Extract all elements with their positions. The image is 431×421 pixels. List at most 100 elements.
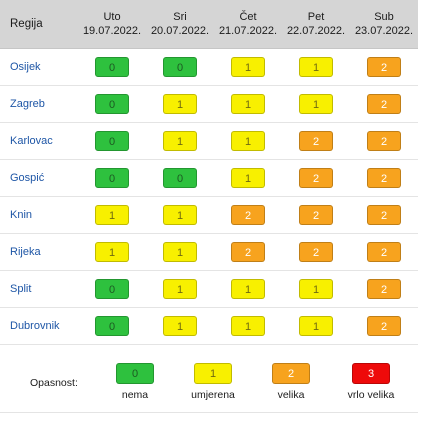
- danger-cell: 1: [78, 196, 146, 234]
- day-name: Sub: [374, 11, 394, 23]
- danger-cell: 2: [282, 196, 350, 234]
- table-row: Split 0 1 1 1 2: [0, 270, 418, 308]
- danger-level-badge: 0: [95, 94, 129, 114]
- danger-cell: 0: [146, 48, 214, 86]
- day-column-header: Uto 19.07.2022.: [78, 0, 146, 49]
- day-date: 22.07.2022.: [286, 25, 346, 37]
- danger-level-badge: 2: [367, 94, 401, 114]
- danger-level-badge: 1: [95, 205, 129, 225]
- danger-cell: 1: [282, 270, 350, 308]
- danger-cell: 1: [282, 48, 350, 86]
- danger-level-badge: 2: [299, 205, 333, 225]
- legend-item: 1 umjerena: [173, 363, 253, 401]
- danger-level-badge: 1: [231, 279, 265, 299]
- table-row: Rijeka 1 1 2 2 2: [0, 233, 418, 271]
- danger-level-badge: 1: [163, 316, 197, 336]
- danger-level-badge: 1: [231, 57, 265, 77]
- danger-cell: 2: [350, 233, 418, 271]
- danger-cell: 1: [146, 270, 214, 308]
- danger-cell: 2: [282, 233, 350, 271]
- danger-cell: 2: [282, 122, 350, 160]
- danger-level-badge: 1: [231, 168, 265, 188]
- legend-badge: 3: [352, 363, 390, 384]
- danger-cell: 0: [78, 307, 146, 345]
- danger-level-badge: 2: [231, 205, 265, 225]
- region-column-header: Regija: [0, 0, 78, 49]
- danger-table: Regija Uto 19.07.2022. Sri 20.07.2022. Čet…: [0, 0, 418, 345]
- danger-level-badge: 2: [367, 316, 401, 336]
- day-name: Uto: [103, 11, 121, 23]
- danger-cell: 1: [146, 233, 214, 271]
- danger-cell: 2: [350, 48, 418, 86]
- danger-level-badge: 2: [367, 279, 401, 299]
- danger-level-badge: 1: [231, 131, 265, 151]
- danger-cell: 2: [214, 233, 282, 271]
- danger-cell: 2: [350, 122, 418, 160]
- danger-cell: 1: [214, 122, 282, 160]
- danger-cell: 1: [146, 196, 214, 234]
- danger-level-badge: 2: [367, 168, 401, 188]
- legend-label: vrlo velika: [347, 389, 395, 401]
- legend-label: umjerena: [191, 389, 235, 401]
- danger-level-badge: 2: [299, 131, 333, 151]
- region-name: Osijek: [0, 48, 78, 86]
- danger-cell: 0: [78, 159, 146, 197]
- table-row: Zagreb 0 1 1 1 2: [0, 85, 418, 123]
- danger-cell: 1: [214, 48, 282, 86]
- danger-level-badge: 1: [299, 94, 333, 114]
- danger-level-badge: 1: [163, 131, 197, 151]
- danger-level-badge: 1: [163, 279, 197, 299]
- table-row: Gospić 0 0 1 2 2: [0, 159, 418, 197]
- danger-level-badge: 0: [95, 57, 129, 77]
- danger-cell: 1: [214, 270, 282, 308]
- legend-badge: 2: [272, 363, 310, 384]
- region-name: Dubrovnik: [0, 307, 78, 345]
- danger-level-badge: 2: [299, 168, 333, 188]
- header-row: Regija Uto 19.07.2022. Sri 20.07.2022. Čet…: [0, 0, 418, 49]
- legend-item: 0 nema: [95, 363, 175, 401]
- danger-cell: 1: [282, 307, 350, 345]
- danger-cell: 1: [214, 85, 282, 123]
- day-name: Pet: [307, 11, 325, 23]
- danger-level-badge: 2: [367, 131, 401, 151]
- region-name: Knin: [0, 196, 78, 234]
- danger-level-badge: 1: [95, 242, 129, 262]
- danger-cell: 1: [214, 159, 282, 197]
- danger-level-badge: 1: [163, 242, 197, 262]
- danger-cell: 1: [214, 307, 282, 345]
- danger-level-badge: 1: [231, 316, 265, 336]
- danger-level-badge: 0: [163, 57, 197, 77]
- table-row: Knin 1 1 2 2 2: [0, 196, 418, 234]
- danger-level-badge: 0: [163, 168, 197, 188]
- danger-level-badge: 2: [367, 205, 401, 225]
- day-name: Sri: [173, 11, 187, 23]
- table-row: Osijek 0 0 1 1 2: [0, 48, 418, 86]
- danger-level-badge: 0: [95, 131, 129, 151]
- day-date: 20.07.2022.: [150, 25, 210, 37]
- danger-cell: 1: [78, 233, 146, 271]
- danger-level-badge: 1: [163, 205, 197, 225]
- danger-legend: Opasnost: 0 nema 1 umjerena 2 velika 3 v…: [0, 360, 418, 413]
- region-name: Rijeka: [0, 233, 78, 271]
- danger-cell: 1: [146, 122, 214, 160]
- day-date: 21.07.2022.: [218, 25, 278, 37]
- legend-label: nema: [121, 389, 149, 401]
- day-column-header: Sub 23.07.2022.: [350, 0, 418, 49]
- region-name: Gospić: [0, 159, 78, 197]
- danger-cell: 0: [78, 85, 146, 123]
- danger-level-badge: 1: [299, 316, 333, 336]
- table-row: Karlovac 0 1 1 2 2: [0, 122, 418, 160]
- danger-cell: 1: [146, 85, 214, 123]
- danger-cell: 2: [350, 85, 418, 123]
- legend-label: velika: [277, 389, 305, 401]
- danger-level-badge: 2: [231, 242, 265, 262]
- danger-cell: 0: [78, 48, 146, 86]
- danger-level-badge: 0: [95, 279, 129, 299]
- day-column-header: Čet 21.07.2022.: [214, 0, 282, 49]
- table-row: Dubrovnik 0 1 1 1 2: [0, 307, 418, 345]
- danger-level-badge: 0: [95, 168, 129, 188]
- danger-level-badge: 1: [163, 94, 197, 114]
- legend-item: 2 velika: [251, 363, 331, 401]
- legend-badge: 1: [194, 363, 232, 384]
- danger-cell: 0: [78, 122, 146, 160]
